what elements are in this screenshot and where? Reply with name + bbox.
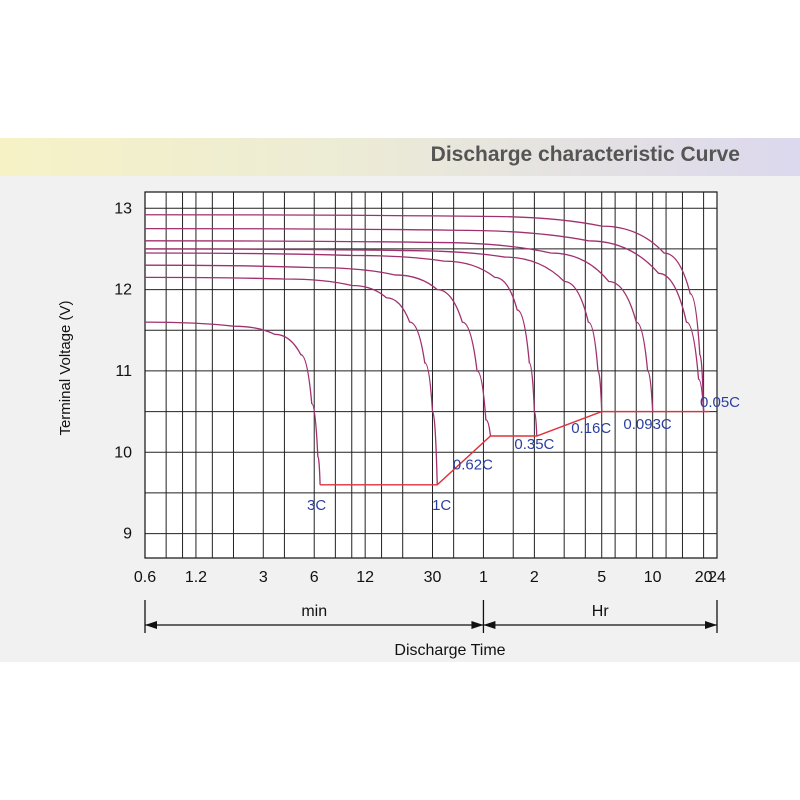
y-tick-label: 13 bbox=[114, 200, 132, 217]
x-tick-label: 1.2 bbox=[185, 569, 207, 586]
plot-area bbox=[144, 191, 718, 559]
series-curve bbox=[144, 321, 321, 485]
y-tick-label: 12 bbox=[114, 282, 132, 299]
header-band bbox=[0, 138, 800, 176]
rate-label: 0.62C bbox=[453, 456, 493, 473]
x-tick-label: 30 bbox=[424, 569, 442, 586]
rate-label: 0.093C bbox=[623, 416, 672, 433]
label-layer: 3C 1C 0.62C 0.35C 0.16C 0.093C 0.05C bbox=[307, 394, 740, 514]
x-axis-label: Discharge Time bbox=[394, 642, 505, 659]
x-tick-label: 10 bbox=[644, 569, 662, 586]
x-tick-label: 5 bbox=[597, 569, 606, 586]
x-tick-label: 12 bbox=[356, 569, 374, 586]
arrow-head bbox=[471, 621, 484, 629]
series-curve bbox=[144, 276, 438, 485]
rate-label: 1C bbox=[432, 497, 451, 514]
rate-label: 0.16C bbox=[571, 420, 611, 437]
grid-layer bbox=[144, 191, 718, 559]
region-label: min bbox=[301, 603, 327, 620]
page-title: Discharge characteristic Curve bbox=[430, 143, 740, 166]
arrow-head bbox=[483, 621, 496, 629]
series-curve bbox=[144, 214, 705, 412]
x-tick-label: 20 bbox=[695, 569, 713, 586]
y-tick-label: 11 bbox=[115, 363, 132, 380]
series-curve bbox=[144, 248, 603, 412]
x-tick-label: 24 bbox=[708, 569, 726, 586]
arrow-head bbox=[705, 621, 717, 629]
x-tick-label: 3 bbox=[259, 569, 268, 586]
y-tick-label: 9 bbox=[123, 526, 132, 543]
region-label: Hr bbox=[592, 603, 610, 620]
cutoff-line bbox=[320, 410, 710, 486]
series-curve bbox=[144, 227, 705, 412]
rate-label: 3C bbox=[307, 497, 326, 514]
x-tick-label: 6 bbox=[310, 569, 319, 586]
rate-label: 0.05C bbox=[700, 394, 740, 411]
y-axis-label: Terminal Voltage (V) bbox=[57, 300, 74, 435]
x-tick-label: 2 bbox=[530, 569, 539, 586]
series-curve bbox=[144, 252, 538, 437]
series-curve bbox=[144, 240, 654, 412]
series-curve bbox=[144, 264, 492, 437]
series-layer bbox=[144, 214, 705, 485]
axis-layer: Terminal Voltage (V) Discharge Time 9 10 1… bbox=[57, 200, 726, 659]
rate-label: 0.35C bbox=[514, 436, 554, 453]
cutoff-layer bbox=[320, 410, 710, 486]
arrow-head bbox=[145, 621, 157, 629]
x-tick-label: 0.6 bbox=[134, 569, 156, 586]
y-tick-label: 10 bbox=[114, 444, 132, 461]
x-tick-label: 1 bbox=[479, 569, 488, 586]
